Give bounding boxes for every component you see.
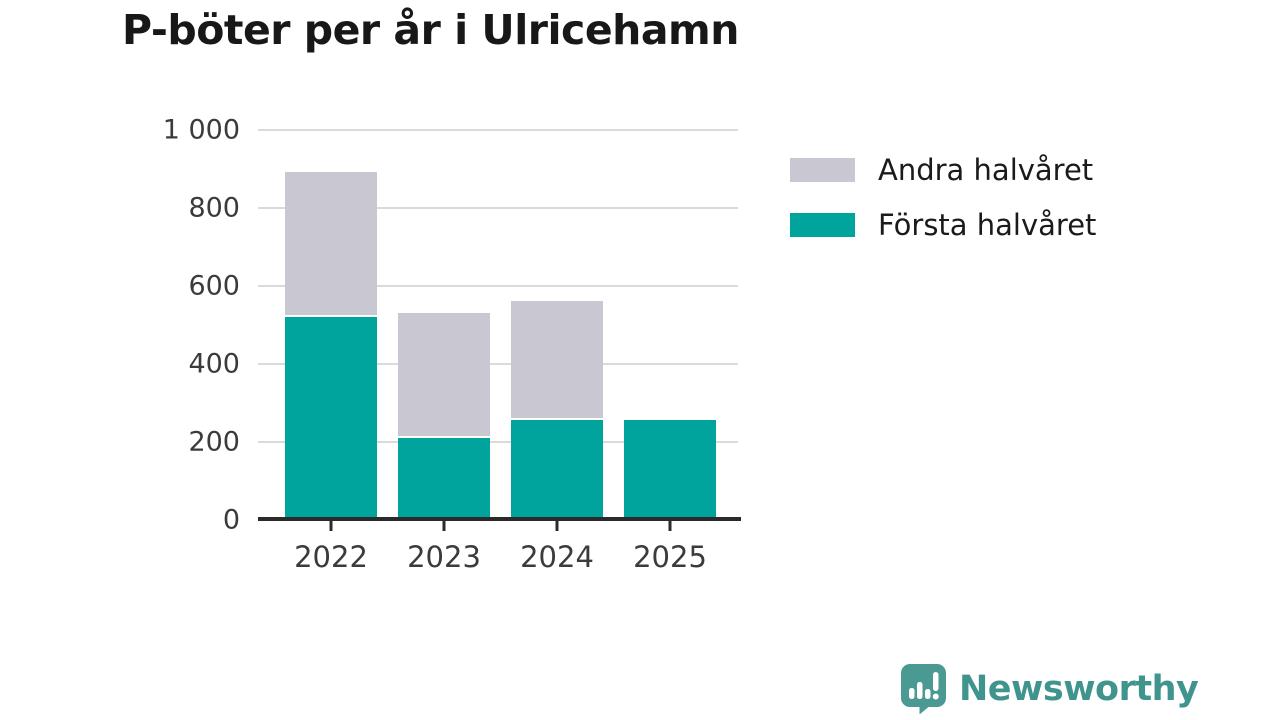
brand-footer: Newsworthy: [900, 663, 1199, 714]
y-axis-tick-label: 600: [188, 270, 240, 302]
bar-2025-segment-forsta: [624, 420, 716, 520]
bar-2022-segment-forsta: [285, 317, 377, 520]
page-title: P-böter per år i Ulricehamn: [122, 6, 739, 54]
x-axis-tick-2024: [555, 521, 559, 531]
x-axis-tick-label: 2024: [520, 540, 594, 574]
bar-2022-segment-andra: [285, 172, 377, 316]
brand-wordmark: Newsworthy: [959, 668, 1199, 709]
y-axis-tick-label: 1 000: [162, 114, 240, 146]
x-axis-tick-2025: [668, 521, 672, 531]
x-axis-tick-label: 2022: [294, 540, 368, 574]
newsworthy-logo-icon: [901, 664, 946, 714]
gridline-200: [258, 441, 738, 443]
x-axis-tick-label: 2025: [633, 540, 707, 574]
bar-2023-segment-andra: [398, 312, 490, 437]
x-axis-tick-2023: [442, 521, 446, 531]
y-axis-tick-label: 0: [222, 504, 240, 536]
bar-2024-segment-andra: [511, 300, 603, 419]
x-axis-line: [258, 517, 741, 521]
gridline-600: [258, 285, 738, 287]
bar-2024-segment-forsta: [511, 420, 603, 520]
y-axis-tick-label: 200: [188, 426, 240, 458]
x-axis-tick-2022: [329, 521, 333, 531]
legend: Andra halvåret Första halvåret: [790, 153, 1096, 242]
gridline-400: [258, 363, 738, 365]
y-axis-tick-label: 800: [188, 192, 240, 224]
y-axis-tick-label: 400: [188, 348, 240, 380]
legend-item-forsta-halvaret: Första halvåret: [790, 208, 1096, 242]
gridline-800: [258, 207, 738, 209]
x-axis-tick-label: 2023: [407, 540, 481, 574]
bar-2023-segment-forsta: [398, 438, 490, 520]
legend-label-andra: Andra halvåret: [878, 153, 1094, 187]
legend-swatch-forsta: [790, 213, 855, 237]
legend-item-andra-halvaret: Andra halvåret: [790, 153, 1096, 187]
legend-label-forsta: Första halvåret: [878, 208, 1097, 242]
gridline-1000: [258, 129, 738, 131]
legend-swatch-andra: [790, 158, 855, 182]
